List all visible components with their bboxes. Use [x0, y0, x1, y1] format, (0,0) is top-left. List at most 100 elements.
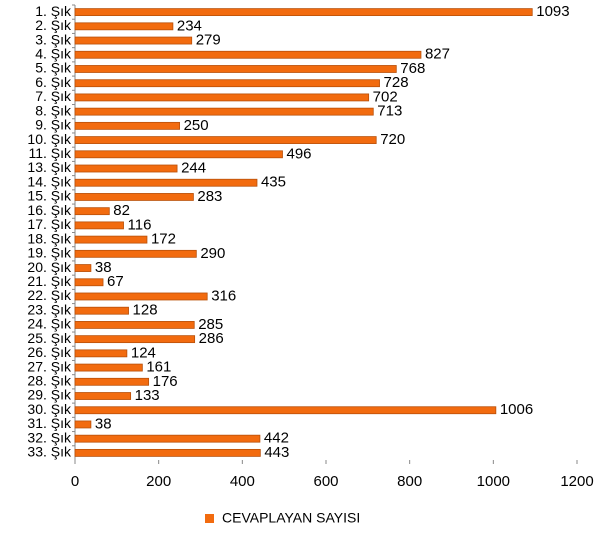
- y-tick-label: 9. Şık: [35, 117, 72, 133]
- legend-label: CEVAPLAYAN SAYISI: [222, 510, 360, 526]
- data-label: 442: [264, 430, 289, 447]
- bar: [74, 193, 194, 201]
- bar: [74, 420, 92, 429]
- bar: [74, 107, 374, 116]
- data-label: 38: [95, 415, 112, 432]
- y-tick-label: 14. Şık: [27, 173, 72, 189]
- y-tick-label: 13. Şık: [27, 159, 72, 175]
- y-tick-label: 32. Şık: [27, 429, 72, 445]
- bar: [74, 150, 283, 159]
- y-tick-label: 17. Şık: [27, 216, 72, 232]
- x-tick-label: 600: [313, 473, 338, 490]
- y-tick-label: 21. Şık: [27, 273, 72, 289]
- y-tick-label: 29. Şık: [27, 387, 72, 403]
- y-tick-label: 30. Şık: [27, 401, 72, 417]
- data-label: 827: [425, 46, 450, 63]
- bar: [74, 249, 197, 258]
- y-tick-label: 19. Şık: [27, 245, 72, 261]
- bar: [74, 121, 180, 130]
- bar: [74, 164, 178, 173]
- bar: [74, 136, 377, 144]
- data-label: 1006: [500, 401, 533, 418]
- bar: [74, 278, 104, 287]
- bar: [74, 36, 193, 45]
- data-label: 38: [95, 259, 112, 276]
- bar: [74, 22, 174, 31]
- x-tick-label: 1000: [477, 473, 510, 490]
- data-label: 1093: [536, 3, 569, 20]
- bar: [74, 8, 533, 17]
- data-label: 435: [261, 174, 286, 191]
- data-label: 128: [133, 302, 158, 319]
- bar: [74, 363, 143, 372]
- data-label: 161: [146, 359, 171, 376]
- bar: [74, 79, 380, 88]
- x-tick-label: 800: [397, 473, 422, 490]
- data-label: 290: [200, 245, 225, 262]
- data-label: 720: [380, 131, 405, 148]
- y-tick-label: 33. Şık: [27, 444, 72, 460]
- bar: [74, 434, 261, 443]
- y-tick-label: 11. Şık: [28, 145, 72, 161]
- bar: [74, 349, 128, 358]
- data-label: 283: [197, 188, 222, 205]
- data-label: 279: [196, 32, 221, 49]
- x-tick-label: 400: [230, 473, 255, 490]
- data-label: 728: [384, 74, 409, 91]
- y-tick-label: 8. Şık: [35, 102, 72, 118]
- bar: [74, 221, 124, 230]
- bar: [74, 235, 148, 244]
- y-tick-label: 26. Şık: [27, 344, 72, 360]
- x-tick-label: 1200: [560, 473, 593, 490]
- bar: [74, 50, 422, 59]
- y-tick-label: 22. Şık: [27, 287, 72, 303]
- legend-swatch: [205, 514, 214, 523]
- bar: [74, 207, 110, 216]
- bar: [74, 321, 195, 329]
- bar: [74, 448, 261, 457]
- bar: [74, 65, 397, 73]
- data-label: 67: [107, 273, 124, 290]
- y-tick-label: 31. Şık: [27, 415, 72, 431]
- data-label: 244: [181, 159, 206, 176]
- data-label: 713: [377, 103, 402, 120]
- data-label: 496: [286, 145, 311, 162]
- y-tick-label: 5. Şık: [35, 60, 72, 76]
- x-tick-label: 0: [71, 473, 79, 490]
- y-tick-label: 15. Şık: [27, 188, 72, 204]
- x-tick-label: 200: [146, 473, 171, 490]
- y-tick-label: 2. Şık: [35, 17, 72, 33]
- y-tick-label: 16. Şık: [27, 202, 72, 218]
- y-tick-label: 28. Şık: [27, 373, 72, 389]
- y-tick-label: 6. Şık: [35, 74, 72, 90]
- bar: [74, 377, 150, 386]
- bar: [74, 335, 196, 344]
- y-tick-label: 20. Şık: [27, 259, 72, 275]
- y-tick-label: 18. Şık: [27, 230, 72, 246]
- bar: [74, 392, 132, 400]
- y-tick-label: 23. Şık: [27, 301, 72, 317]
- data-label: 176: [153, 373, 178, 390]
- bar: [74, 93, 370, 102]
- y-tick-label: 3. Şık: [35, 31, 72, 47]
- data-label: 172: [151, 231, 176, 248]
- y-tick-label: 7. Şık: [35, 88, 72, 104]
- data-label: 250: [184, 117, 209, 134]
- data-label: 82: [113, 202, 130, 219]
- y-tick-label: 24. Şık: [27, 316, 72, 332]
- bar: [74, 406, 497, 415]
- data-label: 133: [135, 387, 160, 404]
- data-label: 285: [198, 316, 223, 333]
- data-label: 286: [199, 330, 224, 347]
- bar: [74, 306, 129, 315]
- data-label: 234: [177, 17, 202, 34]
- bar: [74, 292, 208, 301]
- y-tick-label: 1. Şık: [35, 3, 72, 19]
- data-label: 702: [373, 88, 398, 105]
- data-label: 443: [264, 444, 289, 461]
- y-tick-label: 4. Şık: [35, 45, 72, 61]
- data-label: 124: [131, 344, 156, 361]
- bar: [74, 264, 92, 272]
- data-label: 316: [211, 287, 236, 304]
